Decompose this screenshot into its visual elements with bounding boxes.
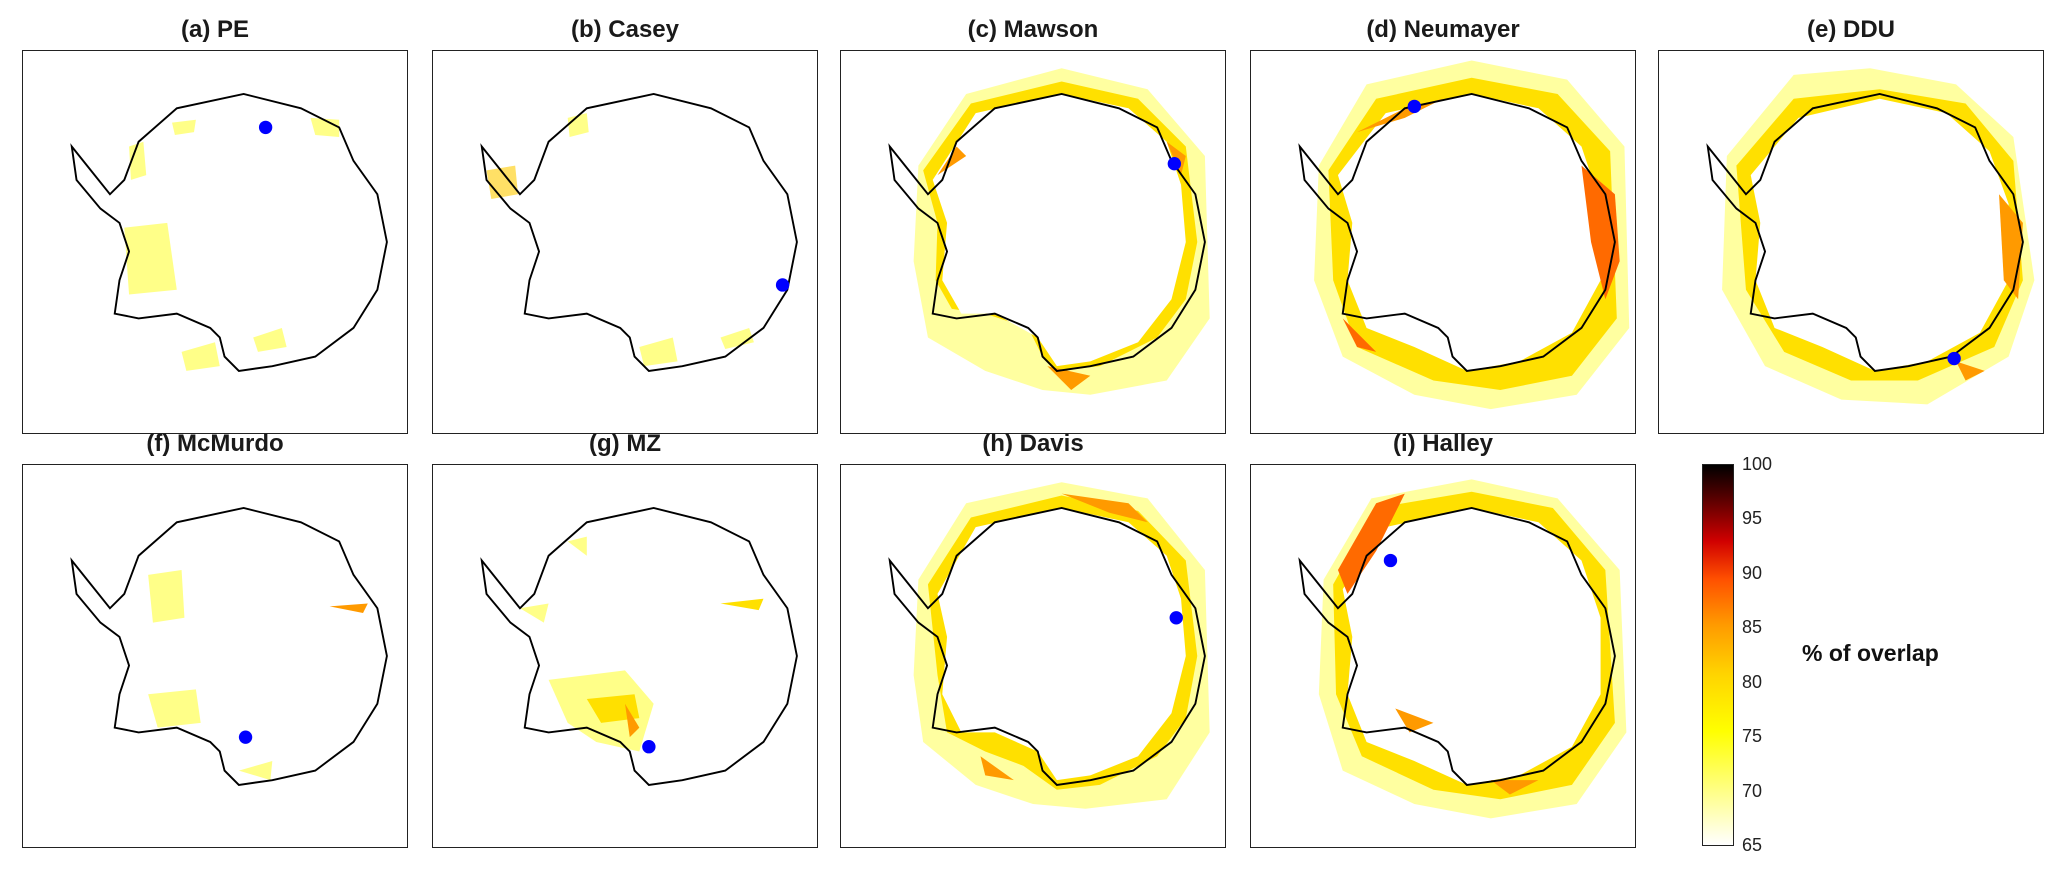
panel-halley: (i) Halley: [1250, 430, 1636, 848]
station-marker: [238, 730, 253, 744]
panel-mcmurdo: (f) McMurdo: [22, 430, 408, 848]
station-marker: [642, 740, 656, 754]
overlap-shading: [124, 117, 340, 371]
panel-title: (d) Neumayer: [1366, 16, 1520, 43]
antarctica-map: [1706, 68, 2035, 405]
coastline: [1298, 92, 1616, 372]
overlap-shading: [913, 68, 1210, 395]
map-frame: [840, 464, 1226, 848]
colorbar-tick: 65: [1742, 835, 1763, 855]
panel-title: (h) Davis: [982, 430, 1084, 457]
coastline: [888, 506, 1206, 786]
colorbar-title: % of overlap: [1802, 640, 1939, 666]
station-marker: [1169, 611, 1183, 625]
station-marker: [1167, 157, 1182, 171]
panel-title: (a) PE: [180, 16, 249, 43]
map-frame: [22, 464, 408, 848]
overlap-shading: [1314, 60, 1630, 410]
overlap-shading: [913, 482, 1210, 809]
overlap-shading: [1722, 68, 2035, 405]
colorbar: [1702, 464, 1734, 846]
panel-davis: (h) Davis: [840, 430, 1226, 848]
station-marker: [1383, 553, 1398, 568]
colorbar-tick: 95: [1742, 508, 1763, 528]
panel-casey: (b) Casey: [432, 16, 818, 434]
colorbar-tick: 75: [1742, 726, 1763, 746]
panel-title: (b) Casey: [570, 16, 680, 43]
coastline: [70, 92, 388, 372]
station-marker: [775, 278, 790, 292]
panel-mz: (g) MZ: [432, 430, 818, 848]
panel-ddu: (e) DDU: [1658, 16, 2044, 434]
station-marker: [258, 120, 273, 135]
antarctica-map: [70, 92, 388, 372]
panel-title: (c) Mawson: [967, 16, 1099, 43]
antarctica-map: [480, 506, 798, 786]
map-frame: [432, 464, 818, 848]
overlap-shading: [1318, 479, 1627, 819]
panel-title: (e) DDU: [1807, 16, 1895, 43]
map-frame: [432, 50, 818, 434]
panel-title: (i) Halley: [1392, 430, 1494, 457]
coastline: [888, 92, 1206, 372]
coastline: [480, 92, 798, 372]
coastline: [1298, 506, 1616, 786]
colorbar-tick: 85: [1742, 617, 1763, 637]
coastline: [70, 506, 388, 786]
station-marker: [1407, 99, 1422, 114]
map-frame: [1250, 50, 1636, 434]
antarctica-map: [888, 68, 1210, 395]
panel-mawson: (c) Mawson: [840, 16, 1226, 434]
map-frame: [22, 50, 408, 434]
map-frame: [840, 50, 1226, 434]
overlap-shading: [148, 570, 368, 781]
antarctica-map: [1298, 479, 1627, 819]
panel-title: (g) MZ: [589, 430, 661, 457]
panel-pe: (a) PE: [22, 16, 408, 434]
map-frame: [1250, 464, 1636, 848]
colorbar-tick: 90: [1742, 563, 1763, 583]
map-frame: [1658, 50, 2044, 434]
antarctica-map: [888, 482, 1210, 809]
colorbar-tick: 70: [1742, 781, 1763, 801]
panel-neumayer: (d) Neumayer: [1250, 16, 1636, 434]
station-marker: [1947, 351, 1961, 366]
colorbar-tick: 100: [1742, 454, 1773, 474]
colorbar-tick: 80: [1742, 672, 1763, 692]
antarctica-map: [480, 92, 798, 372]
panel-title: (f) McMurdo: [146, 430, 284, 457]
antarctica-map: [1298, 60, 1630, 410]
overlap-shading: [519, 536, 764, 752]
coastline: [480, 506, 798, 786]
antarctica-map: [70, 506, 388, 786]
